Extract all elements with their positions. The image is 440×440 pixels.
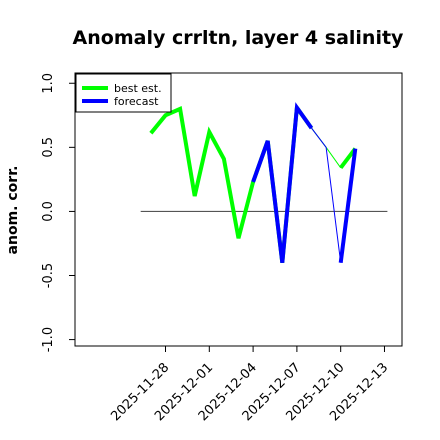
legend-label-forecast: forecast — [114, 95, 159, 108]
y-axis-label: anom. corr. — [5, 166, 21, 255]
series-line-forecast — [251, 102, 314, 263]
y-tick-label: 1.0 — [41, 73, 56, 94]
y-tick-label: 0.0 — [41, 201, 56, 222]
series-forecast — [251, 102, 358, 263]
series-line-forecast — [311, 127, 342, 263]
y-tick-label: -1.0 — [41, 327, 56, 352]
series-line-forecast — [338, 148, 358, 263]
plot-area: -1.0-0.50.00.51.02025-11-282025-12-01202… — [41, 72, 403, 424]
plot-frame — [74, 72, 403, 347]
legend-box — [75, 73, 172, 113]
legend-label-best-estimate: best est. — [114, 82, 162, 95]
y-tick-label: 0.5 — [41, 137, 56, 158]
chart-title: Anomaly crrltn, layer 4 salinity — [73, 27, 404, 49]
series-line-best-estimate — [339, 147, 357, 170]
y-tick-label: -0.5 — [41, 263, 56, 288]
series-best-estimate — [149, 106, 357, 263]
legend: best est.forecast — [75, 73, 172, 113]
